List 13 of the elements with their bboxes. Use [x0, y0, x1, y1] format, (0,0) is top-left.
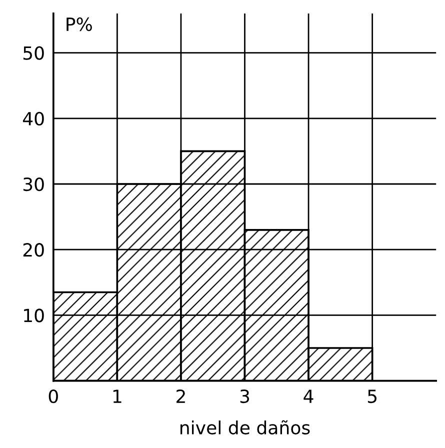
x-tick-label: 2	[176, 389, 185, 403]
y-axis-title: P%	[66, 17, 92, 32]
x-tick-label: 3	[240, 389, 250, 404]
y-tick-label: 30	[23, 177, 44, 192]
x-tick-label: 5	[368, 390, 376, 404]
x-tick-label: 4	[304, 390, 314, 403]
x-tick-label: 0	[48, 389, 58, 404]
y-tick-label: 20	[23, 243, 44, 257]
y-tick-label: 50	[23, 46, 44, 60]
y-tick-label: 10	[24, 308, 44, 322]
x-axis-title: nivel de daños	[180, 420, 310, 434]
y-tick-label: 40	[22, 112, 44, 126]
x-tick-label: 1	[113, 390, 122, 403]
